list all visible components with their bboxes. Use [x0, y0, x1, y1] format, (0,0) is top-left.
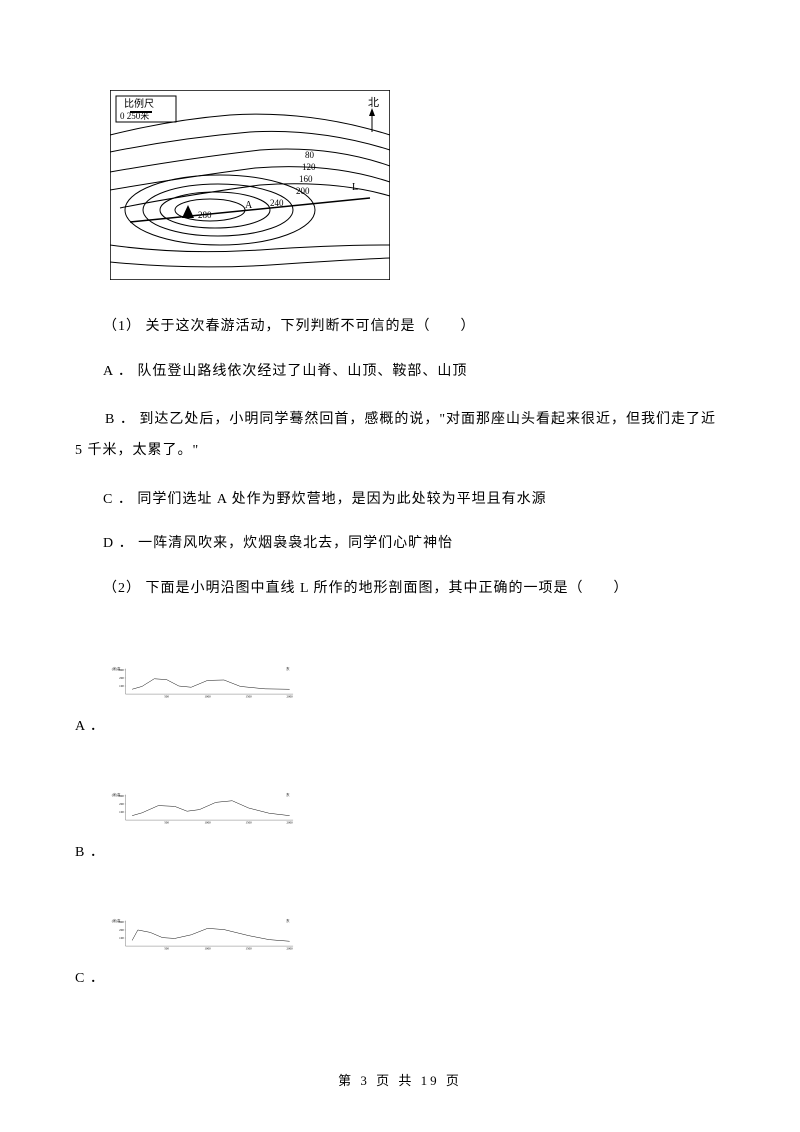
profile-label-b: B ． [75, 842, 110, 868]
svg-text:1500: 1500 [246, 820, 253, 824]
q1-option-a: A ． 队伍登山路线依次经过了山脊、山顶、鞍部、山顶 [75, 361, 725, 383]
svg-text:200: 200 [119, 676, 124, 680]
svg-text:100: 100 [119, 684, 124, 688]
profile-option-c: C ． 100200300500100015002000(米)高东 [75, 874, 725, 994]
svg-text:200: 200 [296, 186, 310, 196]
q1-option-b: B ． 到达乙处后，小明同学蓦然回首，感概的说，"对面那座山头看起来很近，但我们… [75, 405, 725, 467]
svg-text:1500: 1500 [246, 694, 253, 698]
profile-chart-c: 100200300500100015002000(米)高东 [110, 874, 300, 994]
svg-text:160: 160 [299, 174, 313, 184]
svg-text:100: 100 [119, 810, 124, 814]
svg-text:240: 240 [270, 198, 284, 208]
svg-text:2000: 2000 [287, 946, 294, 950]
north-label: 北 [368, 96, 379, 109]
svg-text:(米)高: (米)高 [112, 792, 121, 797]
peak: 280 [198, 210, 212, 220]
topo-map: 比例尺 0 250米 北 80 120 160 200 240 A L 280 [110, 90, 390, 280]
svg-text:1500: 1500 [246, 946, 253, 950]
svg-text:2000: 2000 [287, 820, 294, 824]
svg-text:500: 500 [164, 820, 169, 824]
svg-text:500: 500 [164, 694, 169, 698]
profile-option-b: B ． 100200300500100015002000(米)高东 [75, 748, 725, 868]
scale-label: 比例尺 [124, 97, 154, 110]
svg-text:东: 东 [286, 666, 290, 671]
q1-option-d: D ． 一阵清风吹来，炊烟袅袅北去，同学们心旷神怡 [75, 533, 725, 555]
point-a: A [245, 200, 253, 211]
svg-text:(米)高: (米)高 [112, 666, 121, 671]
svg-text:(米)高: (米)高 [112, 918, 121, 923]
profile-option-a: A ． 100200300500100015002000(米)高东 [75, 622, 725, 742]
svg-text:2000: 2000 [287, 694, 294, 698]
profile-chart-a: 100200300500100015002000(米)高东 [110, 622, 300, 742]
svg-text:1000: 1000 [204, 820, 211, 824]
svg-text:500: 500 [164, 946, 169, 950]
svg-text:东: 东 [286, 918, 290, 923]
svg-text:120: 120 [302, 162, 316, 172]
svg-text:80: 80 [305, 150, 315, 160]
profile-chart-b: 100200300500100015002000(米)高东 [110, 748, 300, 868]
profile-label-a: A ． [75, 716, 110, 742]
svg-text:200: 200 [119, 802, 124, 806]
q1-option-c: C ． 同学们选址 A 处作为野炊营地，是因为此处较为平坦且有水源 [75, 489, 725, 511]
svg-text:1000: 1000 [204, 694, 211, 698]
svg-text:100: 100 [119, 936, 124, 940]
page-footer: 第 3 页 共 19 页 [0, 1071, 800, 1092]
svg-text:1000: 1000 [204, 946, 211, 950]
point-l: L [352, 182, 358, 193]
svg-text:200: 200 [119, 928, 124, 932]
q2-prompt: （2） 下面是小明沿图中直线 L 所作的地形剖面图，其中正确的一项是（ ） [75, 578, 725, 600]
profile-label-c: C ． [75, 968, 110, 994]
svg-text:东: 东 [286, 792, 290, 797]
q1-prompt: （1） 关于这次春游活动，下列判断不可信的是（ ） [75, 316, 725, 338]
